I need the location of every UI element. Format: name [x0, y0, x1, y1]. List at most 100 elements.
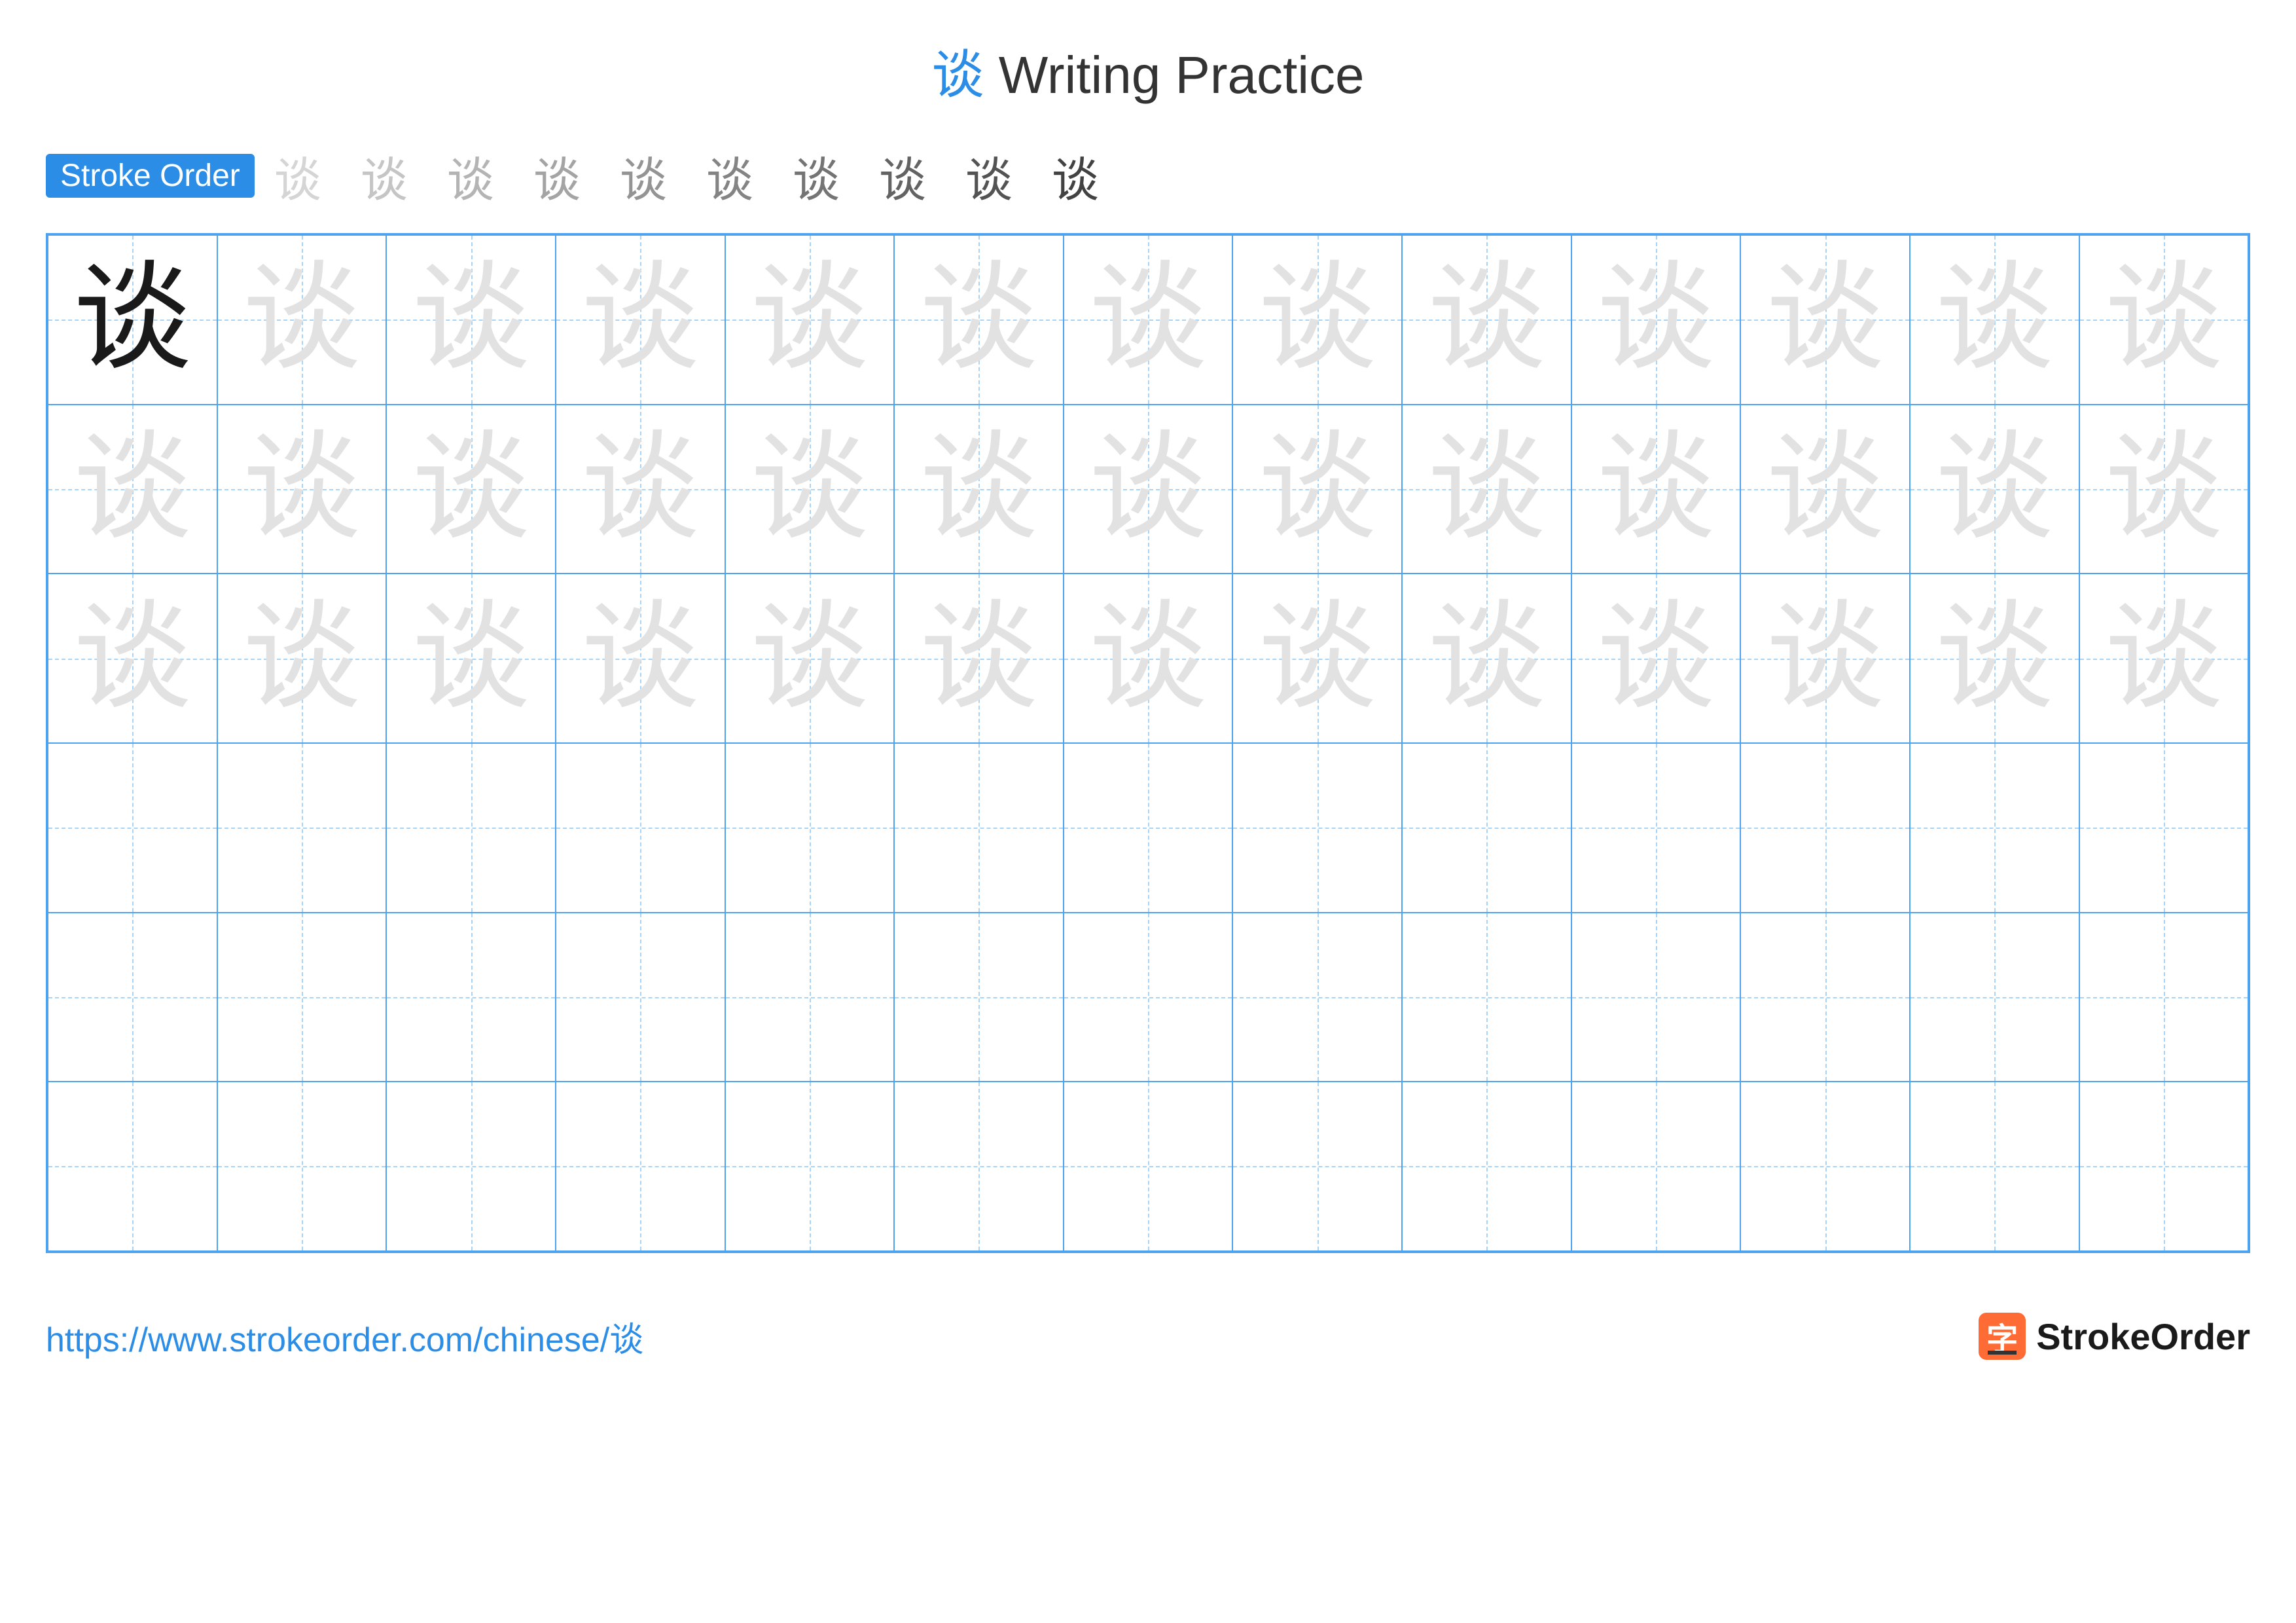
grid-cell: [2079, 913, 2249, 1082]
stroke-step: 谈: [793, 141, 840, 210]
grid-row: [48, 743, 2248, 913]
grid-cell: [1571, 913, 1741, 1082]
stroke-step: 谈: [1052, 141, 1099, 210]
trace-character: 谈: [1597, 430, 1715, 548]
trace-character: 谈: [581, 430, 699, 548]
grid-cell: 谈: [2079, 405, 2249, 574]
grid-cell: 谈: [386, 574, 556, 743]
source-url[interactable]: https://www.strokeorder.com/chinese/谈: [46, 1312, 643, 1361]
grid-cell: 谈: [1402, 235, 1571, 405]
stroke-order-label: Stroke Order: [46, 154, 255, 198]
grid-cell: 谈: [1571, 405, 1741, 574]
trace-character: 谈: [2105, 600, 2223, 718]
grid-cell: 谈: [1740, 574, 1910, 743]
grid-cell: 谈: [217, 235, 387, 405]
grid-cell: 谈: [1402, 405, 1571, 574]
grid-cell: 谈: [1571, 235, 1741, 405]
grid-cell: 谈: [2079, 235, 2249, 405]
grid-cell: 谈: [1402, 574, 1571, 743]
trace-character: 谈: [581, 261, 699, 378]
page-title: 谈 Writing Practice: [46, 33, 2250, 109]
grid-row: 谈谈谈谈谈谈谈谈谈谈谈谈谈: [48, 235, 2248, 405]
grid-cell: 谈: [1064, 574, 1233, 743]
trace-character: 谈: [243, 430, 361, 548]
grid-cell: [1740, 1082, 1910, 1251]
grid-cell: 谈: [1232, 235, 1402, 405]
grid-cell: [2079, 1082, 2249, 1251]
grid-cell: [1064, 913, 1233, 1082]
grid-cell: [556, 1082, 725, 1251]
grid-cell: [556, 913, 725, 1082]
trace-character: 谈: [1597, 600, 1715, 718]
stroke-step: 谈: [965, 141, 1013, 210]
stroke-order-row: Stroke Order 谈谈谈谈谈谈谈谈谈谈: [46, 141, 2250, 210]
grid-cell: [217, 1082, 387, 1251]
trace-character: 谈: [581, 600, 699, 718]
trace-character: 谈: [243, 261, 361, 378]
grid-cell: 谈: [1740, 405, 1910, 574]
main-character: 谈: [73, 261, 191, 378]
trace-character: 谈: [1259, 600, 1376, 718]
trace-character: 谈: [243, 600, 361, 718]
trace-character: 谈: [412, 261, 530, 378]
trace-character: 谈: [1259, 261, 1376, 378]
grid-cell: 谈: [1910, 235, 2079, 405]
grid-cell: 谈: [894, 574, 1064, 743]
stroke-step: 谈: [533, 141, 581, 210]
trace-character: 谈: [73, 600, 191, 718]
grid-cell: 谈: [2079, 574, 2249, 743]
grid-cell: 谈: [386, 235, 556, 405]
grid-row: [48, 1082, 2248, 1251]
grid-cell: [556, 743, 725, 913]
grid-cell: [48, 743, 217, 913]
stroke-step: 谈: [879, 141, 926, 210]
practice-grid: 谈谈谈谈谈谈谈谈谈谈谈谈谈谈谈谈谈谈谈谈谈谈谈谈谈谈谈谈谈谈谈谈谈谈谈谈谈谈谈: [46, 233, 2250, 1253]
grid-cell: [725, 913, 895, 1082]
grid-cell: [725, 743, 895, 913]
grid-cell: [386, 743, 556, 913]
trace-character: 谈: [2105, 430, 2223, 548]
trace-character: 谈: [920, 430, 1037, 548]
grid-cell: 谈: [894, 235, 1064, 405]
grid-cell: [1910, 743, 2079, 913]
trace-character: 谈: [920, 261, 1037, 378]
trace-character: 谈: [1427, 430, 1545, 548]
grid-cell: 谈: [725, 574, 895, 743]
trace-character: 谈: [1935, 261, 2053, 378]
grid-cell: 谈: [556, 574, 725, 743]
grid-cell: 谈: [1232, 574, 1402, 743]
grid-cell: 谈: [1740, 235, 1910, 405]
grid-cell: [1402, 743, 1571, 913]
grid-cell: [1402, 913, 1571, 1082]
grid-cell: [1910, 1082, 2079, 1251]
grid-cell: 谈: [556, 235, 725, 405]
trace-character: 谈: [920, 600, 1037, 718]
grid-cell: 谈: [894, 405, 1064, 574]
grid-cell: [386, 913, 556, 1082]
logo-icon: 字: [1979, 1313, 2026, 1360]
grid-cell: [1232, 913, 1402, 1082]
grid-cell: [48, 913, 217, 1082]
grid-cell: 谈: [48, 574, 217, 743]
trace-character: 谈: [1767, 430, 1884, 548]
trace-character: 谈: [751, 600, 869, 718]
title-text: Writing Practice: [999, 46, 1365, 104]
trace-character: 谈: [1427, 600, 1545, 718]
grid-cell: [1402, 1082, 1571, 1251]
grid-cell: [1232, 1082, 1402, 1251]
grid-row: 谈谈谈谈谈谈谈谈谈谈谈谈谈: [48, 405, 2248, 574]
trace-character: 谈: [1259, 430, 1376, 548]
grid-cell: 谈: [725, 235, 895, 405]
grid-cell: [894, 913, 1064, 1082]
grid-cell: 谈: [1571, 574, 1741, 743]
grid-cell: [1571, 743, 1741, 913]
trace-character: 谈: [1767, 261, 1884, 378]
grid-cell: 谈: [48, 405, 217, 574]
grid-cell: [1740, 913, 1910, 1082]
grid-cell: [1064, 743, 1233, 913]
grid-cell: [217, 913, 387, 1082]
logo-text: StrokeOrder: [2036, 1315, 2250, 1358]
grid-cell: [386, 1082, 556, 1251]
trace-character: 谈: [1089, 600, 1207, 718]
grid-cell: [1740, 743, 1910, 913]
